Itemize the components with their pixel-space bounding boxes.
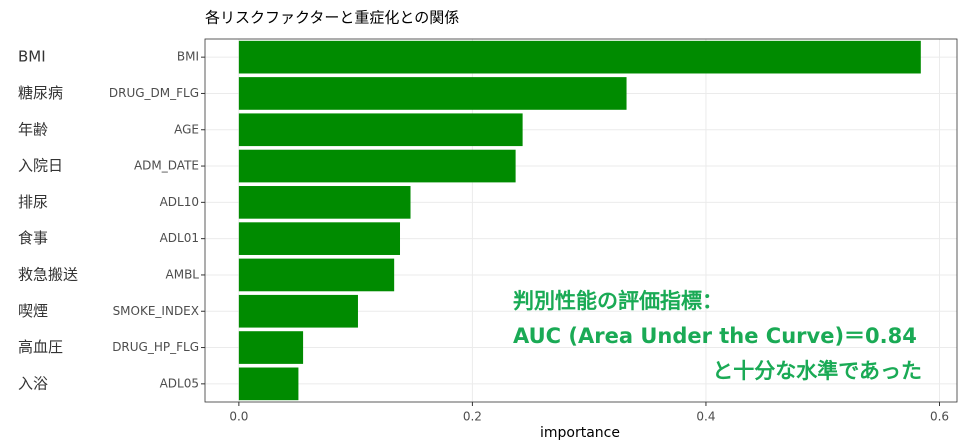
- y-tick-label: ADL10: [160, 195, 199, 209]
- annotation: AUC (Area Under the Curve)＝0.84: [513, 324, 917, 348]
- y-tick-label: AMBL: [166, 267, 200, 281]
- bar: [238, 294, 358, 328]
- category-label-ja: 年齢: [18, 120, 48, 138]
- y-tick-label: ADM_DATE: [134, 159, 199, 173]
- x-tick-label: 0.6: [930, 410, 949, 424]
- y-tick-label: DRUG_HP_FLG: [112, 340, 199, 354]
- bar: [238, 77, 627, 110]
- category-label-ja: 糖尿病: [18, 84, 63, 102]
- bar: [238, 113, 523, 147]
- plot-border: [204, 38, 958, 403]
- category-label-ja: BMI: [18, 48, 46, 66]
- bar: [238, 186, 411, 219]
- x-axis-label: importance: [540, 425, 620, 441]
- category-label-ja: 救急搬送: [18, 265, 78, 283]
- category-label-ja: 喫煙: [18, 302, 48, 320]
- annotation: と十分な水準であった: [712, 359, 922, 383]
- y-tick-label: ADL05: [160, 376, 199, 390]
- annotation: 判別性能の評価指標：: [513, 289, 723, 313]
- y-tick-label: ADL01: [160, 231, 199, 245]
- x-tick-label: 0.0: [229, 410, 248, 424]
- y-tick-label: AGE: [174, 122, 199, 136]
- y-tick-label: SMOKE_INDEX: [113, 304, 199, 318]
- category-label-ja: 入院日: [18, 157, 63, 175]
- bar: [238, 258, 395, 292]
- category-label-ja: 排尿: [18, 193, 48, 211]
- bar: [238, 222, 401, 255]
- category-label-ja: 入浴: [18, 374, 48, 392]
- bar: [238, 331, 304, 364]
- x-tick-label: 0.2: [463, 410, 482, 424]
- bar: [238, 40, 921, 74]
- y-tick-label: DRUG_DM_FLG: [109, 86, 199, 100]
- bar: [238, 149, 516, 183]
- bar: [238, 367, 299, 401]
- category-label-ja: 食事: [18, 229, 48, 247]
- x-tick-label: 0.4: [696, 410, 715, 424]
- y-tick-label: BMI: [177, 50, 199, 64]
- category-label-ja: 高血圧: [18, 338, 63, 356]
- chart-title: 各リスクファクターと重症化との関係: [205, 9, 459, 27]
